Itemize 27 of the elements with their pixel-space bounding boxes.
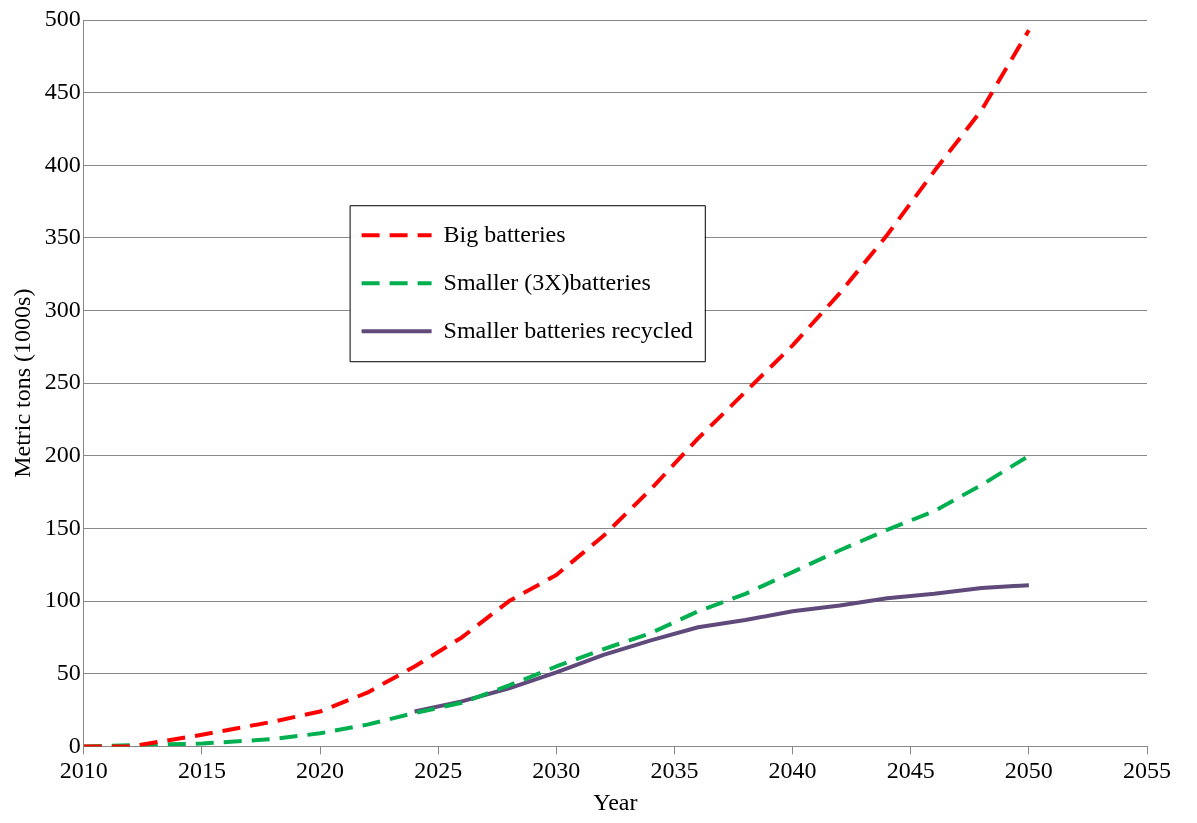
y-tick-label: 100 (44, 586, 81, 613)
y-tick-label: 150 (44, 513, 81, 540)
x-tick-label: 2025 (414, 757, 463, 784)
y-tick-label: 50 (56, 659, 81, 686)
y-tick-label: 500 (44, 5, 81, 32)
legend-label: Smaller (3X)batteries (443, 268, 651, 295)
y-tick-label: 0 (68, 731, 81, 758)
y-axis-title: Metric tons (1000s) (8, 288, 35, 478)
y-tick-label: 250 (44, 368, 81, 395)
x-tick-label: 2035 (650, 757, 699, 784)
legend-label: Big batteries (443, 220, 566, 247)
x-tick-label: 2010 (59, 757, 108, 784)
x-tick-label: 2055 (1123, 757, 1171, 784)
y-tick-label: 450 (44, 77, 81, 104)
x-tick-label: 2045 (886, 757, 935, 784)
y-tick-label: 200 (44, 441, 81, 468)
y-tick-label: 300 (44, 295, 81, 322)
x-tick-label: 2015 (177, 757, 226, 784)
y-tick-label: 400 (44, 150, 81, 177)
x-tick-label: 2040 (768, 757, 817, 784)
legend-label: Smaller batteries recycled (443, 316, 693, 343)
y-tick-label: 350 (44, 223, 81, 250)
x-axis-title: Year (593, 788, 638, 815)
line-series (83, 28, 1031, 747)
x-tick-label: 2050 (1004, 757, 1053, 784)
x-tick-label: 2030 (532, 757, 581, 784)
x-tick-label: 2020 (296, 757, 345, 784)
